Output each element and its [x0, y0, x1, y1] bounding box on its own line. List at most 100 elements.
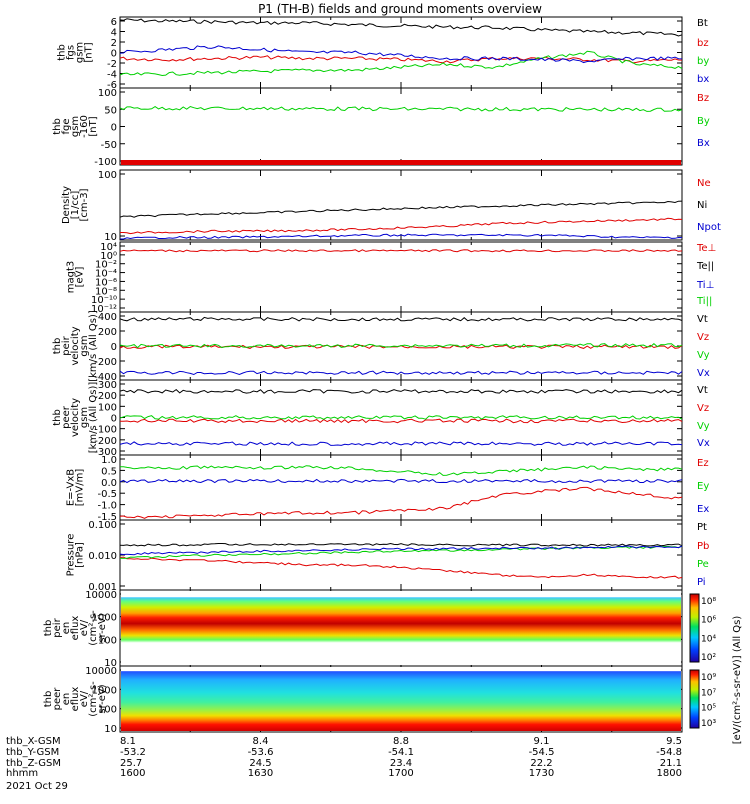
y-tick-label: 10⁻¹⁰ [91, 295, 117, 306]
y-tick-label: -6 [107, 80, 117, 91]
colorbar-tick-label: 10² [701, 653, 716, 663]
legend-entry: Bz [697, 93, 709, 104]
x-axis-row-value: 9.1 [534, 736, 550, 747]
series-line [119, 542, 683, 547]
panel-ylabel-line: sr-eV) [97, 613, 108, 642]
y-tick-label: 10⁻⁶ [95, 277, 117, 288]
panel-ylabel-line: -160 [79, 115, 90, 138]
panel-ylabel-line: eflux [70, 616, 81, 641]
colorbar: 10⁹ 10⁷ 10⁵ 10³ [689, 669, 716, 729]
series-line [119, 50, 683, 77]
series-line [120, 465, 683, 476]
x-axis-row-label: thb_Y-GSM [6, 747, 59, 758]
y-tick-label: -100 [94, 157, 117, 168]
y-tick-label: 10⁰ [100, 251, 117, 262]
x-axis-row-label: thb_X-GSM [6, 736, 61, 747]
series-line [120, 233, 683, 240]
colorbar-tick-label: 10⁴ [701, 634, 716, 644]
y-tick-label: 10⁴ [100, 242, 117, 253]
panel-ylabel-line: gsm [79, 407, 90, 428]
y-tick-label: 300 [98, 380, 117, 391]
x-axis-row-value: 23.4 [390, 758, 412, 769]
x-axis-row-value: 8.1 [120, 736, 136, 747]
colorbar-tick-label: 10³ [701, 719, 716, 729]
legend-entry: Te|| [696, 261, 714, 272]
panel-ylabel: Density[1/cc][cm-3] [61, 186, 90, 224]
x-axis-row-value: 1600 [120, 768, 145, 779]
panels-layer: thbfgsgsm[nT]6420-2-4-6Btbzbybxthbfgegsm… [43, 16, 743, 744]
y-tick-label: -300 [94, 447, 117, 458]
panel-ylabel-line: Density [61, 186, 72, 224]
y-tick-label: 400 [98, 312, 117, 323]
series-line [119, 316, 683, 322]
legend-entry: By [697, 116, 710, 127]
panel2-red-band [121, 160, 681, 165]
y-tick-label: 100 [98, 635, 117, 646]
series-line [119, 388, 683, 394]
y-tick-label: 10 [104, 724, 117, 735]
panel-ylabel-line: (cm²-s- [88, 681, 99, 717]
series-line [119, 370, 683, 376]
panel-ylabel-line: [nPa] [75, 542, 86, 568]
panel-ylabel-line: velocity [70, 326, 81, 365]
panel-ylabel-line: velocity [70, 398, 81, 437]
panel-ylabel-line: peir [61, 335, 72, 355]
x-axis-row-value: 8.8 [393, 736, 409, 747]
panel-10: thbpeerenefluxeV/(cm²-s-sr-eV) 10000 1000 1… [43, 665, 716, 735]
y-tick-label: -4 [107, 70, 117, 81]
series-line [119, 249, 683, 253]
y-tick-label: -1.5 [97, 512, 117, 523]
panel-ylabel-line: [km/s (All Qs)] [88, 310, 99, 382]
panel-ylabel-line: gsm [70, 116, 81, 137]
series-line [119, 478, 683, 484]
colorbar-tick-label: 10⁷ [701, 688, 716, 698]
legend-entry: Ex [697, 504, 709, 515]
y-tick-label: 50 [104, 105, 117, 116]
legend-entry: Pb [697, 541, 709, 552]
legend-entry: Ni [697, 200, 707, 211]
series-line [119, 556, 683, 579]
y-tick-label: 0 [111, 49, 117, 60]
panel-ylabel-line: thb [52, 118, 63, 135]
y-tick-label: 10⁻¹² [91, 304, 117, 315]
panel-ylabel-line: thb [43, 691, 54, 708]
panel-frame [119, 16, 683, 89]
x-axis-row-value: 9.5 [666, 736, 682, 747]
series-line [119, 200, 683, 218]
panel-ylabel-line: eV/ [79, 690, 90, 707]
legend-entry: by [697, 56, 709, 67]
colorbar-gradient [689, 593, 700, 663]
panel-ylabel-line: Pressure [66, 534, 77, 577]
panel-ylabel-line: eV/ [79, 619, 90, 636]
y-tick-label: 1000 [92, 685, 117, 696]
x-axis-row-value: -54.8 [656, 747, 682, 758]
y-tick-label: 0.010 [88, 551, 117, 562]
panel-ylabel-line: thb [52, 338, 63, 355]
series-line [120, 418, 683, 424]
panel-frame [119, 169, 683, 241]
spectrogram-image [121, 591, 681, 665]
spectrogram-image [121, 667, 681, 731]
x-axis-row-value: 1730 [529, 768, 554, 779]
y-tick-label: -200 [94, 357, 117, 368]
panel-ylabel-line: [nT] [88, 116, 99, 136]
y-tick-label: 100 [98, 705, 117, 716]
x-axis-row-value: 25.7 [120, 758, 142, 769]
legend-entry: Te⊥ [696, 243, 716, 254]
panel-3: Density[1/cc][cm-3] 100 10 Ne Ni Npot [61, 169, 721, 243]
figure-title: P1 (TH-B) fields and ground moments over… [258, 2, 542, 16]
x-axis-row-label: thb_Z-GSM [6, 758, 61, 769]
y-tick-label: 0.100 [88, 520, 117, 531]
y-tick-label: -100 [94, 425, 117, 436]
panel-ylabel-line: en [61, 622, 72, 635]
y-tick-label: 1.0 [101, 455, 117, 466]
series-line [119, 55, 683, 64]
legend-entry: Vz [697, 403, 709, 414]
panel-ylabel: thbpeirenefluxeV/(cm²-s-sr-eV) [43, 610, 108, 646]
x-axis-row-value: -54.1 [388, 747, 414, 758]
y-tick-label: 1000 [92, 613, 117, 624]
panel-ylabel-line: sr-eV) [97, 684, 108, 713]
panel-ylabel: Pressure[nPa] [66, 534, 86, 577]
y-tick-label: -400 [94, 372, 117, 383]
